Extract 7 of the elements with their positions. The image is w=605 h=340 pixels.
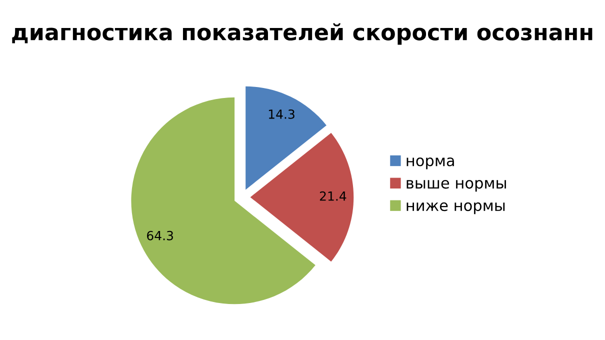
data-label: 21.4	[320, 191, 346, 201]
legend-label: ниже нормы	[406, 202, 505, 214]
data-label: 14.3	[268, 109, 294, 119]
legend-label: норма	[406, 158, 454, 170]
legend-label: выше нормы	[406, 180, 506, 192]
chart-title: диагностика показателей скорости осознанн	[12, 23, 592, 45]
data-label: 64.3	[147, 230, 173, 240]
